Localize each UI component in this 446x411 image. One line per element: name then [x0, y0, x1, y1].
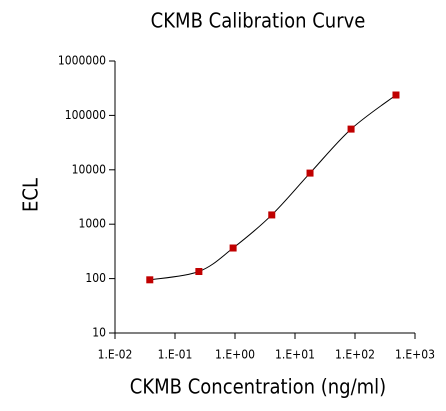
- x-axis-label: CKMB Concentration (ng/ml): [130, 375, 386, 399]
- x-tick-label: 1.E-02: [98, 348, 133, 362]
- y-tick-label: 10000: [72, 162, 106, 176]
- point: [392, 91, 400, 99]
- point: [195, 268, 203, 276]
- y-tick-label: 100: [85, 271, 106, 285]
- x-tick-label: 1.E-01: [158, 348, 193, 362]
- x-tick-label: 1.E+02: [335, 348, 375, 362]
- chart-title: CKMB Calibration Curve: [151, 9, 366, 33]
- point: [229, 244, 237, 252]
- x-tick-label: 1.E+01: [275, 348, 315, 362]
- fit-curve: [149, 94, 397, 281]
- y-tick-label: 1000: [79, 217, 107, 231]
- y-tick-label: 1000000: [58, 54, 106, 68]
- y-axis-label: ECL: [19, 178, 43, 212]
- y-tick-label: 100000: [65, 108, 106, 122]
- point: [268, 211, 276, 219]
- point: [306, 169, 314, 177]
- x-tick-label: 1.E+00: [215, 348, 255, 362]
- y-tick-label: 10: [92, 326, 106, 340]
- point: [146, 276, 154, 284]
- x-tick-label: 1.E+03: [395, 348, 435, 362]
- point: [347, 125, 355, 133]
